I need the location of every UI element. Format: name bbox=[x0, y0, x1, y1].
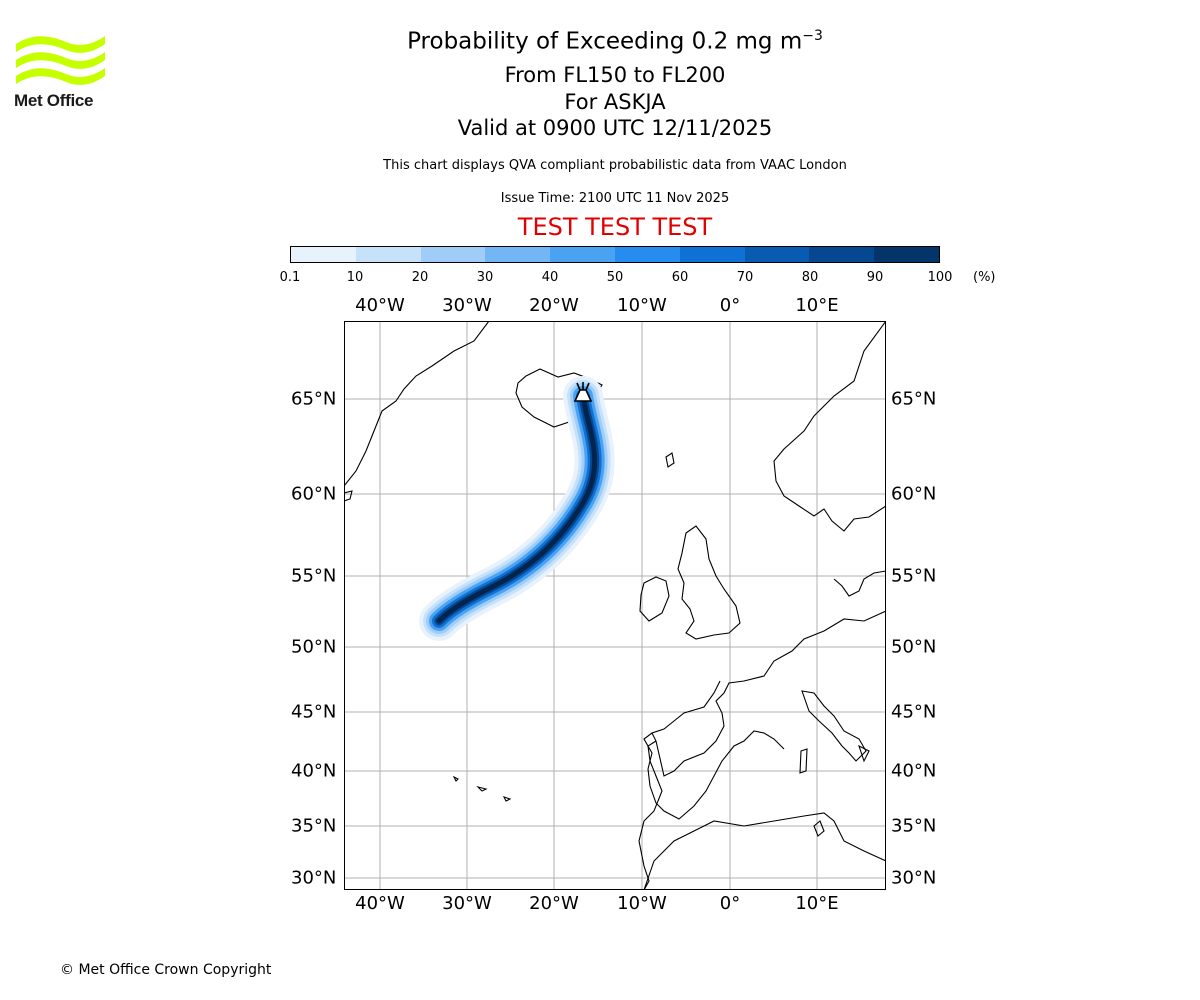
volcano-name: For ASKJA bbox=[300, 90, 930, 114]
colorbar-tick-label: 10 bbox=[347, 270, 364, 285]
latitude-label: 65°N bbox=[291, 389, 336, 410]
longitude-label: 10°E bbox=[795, 893, 838, 914]
map-panel bbox=[344, 321, 886, 890]
colorbar-segment bbox=[550, 247, 615, 262]
latitude-label: 45°N bbox=[891, 702, 936, 723]
longitude-label: 0° bbox=[720, 295, 740, 316]
latitude-label: 55°N bbox=[891, 566, 936, 587]
longitude-label: 10°W bbox=[617, 893, 667, 914]
colorbar-unit: (%) bbox=[973, 270, 996, 285]
colorbar-segment bbox=[356, 247, 421, 262]
chart-subtitle: This chart displays QVA compliant probab… bbox=[300, 158, 930, 173]
colorbar-segment bbox=[485, 247, 550, 262]
colorbar-tick-label: 70 bbox=[737, 270, 754, 285]
colorbar-tick-label: 80 bbox=[802, 270, 819, 285]
latitude-label: 30°N bbox=[291, 868, 336, 889]
colorbar-segment bbox=[745, 247, 810, 262]
colorbar-tick-label: 100 bbox=[928, 270, 953, 285]
longitude-label: 20°W bbox=[529, 295, 579, 316]
latitude-label: 55°N bbox=[291, 566, 336, 587]
latitude-label: 50°N bbox=[891, 637, 936, 658]
latitude-label: 35°N bbox=[291, 816, 336, 837]
longitude-label: 40°W bbox=[355, 295, 405, 316]
latitude-label: 60°N bbox=[891, 484, 936, 505]
latitude-label: 35°N bbox=[891, 816, 936, 837]
latitude-label: 30°N bbox=[891, 868, 936, 889]
latitude-label: 45°N bbox=[291, 702, 336, 723]
latitude-label: 40°N bbox=[291, 761, 336, 782]
colorbar bbox=[290, 246, 940, 263]
latitude-label: 40°N bbox=[891, 761, 936, 782]
colorbar-tick-label: 0.1 bbox=[280, 270, 301, 285]
colorbar-segment bbox=[615, 247, 680, 262]
longitude-label: 20°W bbox=[529, 893, 579, 914]
colorbar-tick-label: 20 bbox=[412, 270, 429, 285]
colorbar-segment bbox=[874, 247, 939, 262]
test-banner: TEST TEST TEST bbox=[300, 213, 930, 241]
longitude-label: 10°W bbox=[617, 295, 667, 316]
colorbar-tick-label: 90 bbox=[867, 270, 884, 285]
chart-title: Probability of Exceeding 0.2 mg m−3 bbox=[300, 28, 930, 55]
longitude-label: 40°W bbox=[355, 893, 405, 914]
colorbar-segment bbox=[680, 247, 745, 262]
valid-time: Valid at 0900 UTC 12/11/2025 bbox=[300, 116, 930, 140]
issue-time: Issue Time: 2100 UTC 11 Nov 2025 bbox=[300, 191, 930, 206]
longitude-label: 30°W bbox=[442, 893, 492, 914]
colorbar-tick-label: 30 bbox=[477, 270, 494, 285]
copyright: © Met Office Crown Copyright bbox=[60, 962, 271, 978]
longitude-label: 30°W bbox=[442, 295, 492, 316]
latitude-label: 50°N bbox=[291, 637, 336, 658]
colorbar-tick-label: 40 bbox=[542, 270, 559, 285]
logo-text: Met Office bbox=[14, 91, 93, 111]
latitude-label: 65°N bbox=[891, 389, 936, 410]
colorbar-segment bbox=[421, 247, 486, 262]
colorbar-segment bbox=[809, 247, 874, 262]
longitude-label: 10°E bbox=[795, 295, 838, 316]
latitude-label: 60°N bbox=[291, 484, 336, 505]
flight-level-range: From FL150 to FL200 bbox=[300, 63, 930, 87]
colorbar-tick-label: 50 bbox=[607, 270, 624, 285]
longitude-label: 0° bbox=[720, 893, 740, 914]
colorbar-tick-label: 60 bbox=[672, 270, 689, 285]
colorbar-segment bbox=[291, 247, 356, 262]
